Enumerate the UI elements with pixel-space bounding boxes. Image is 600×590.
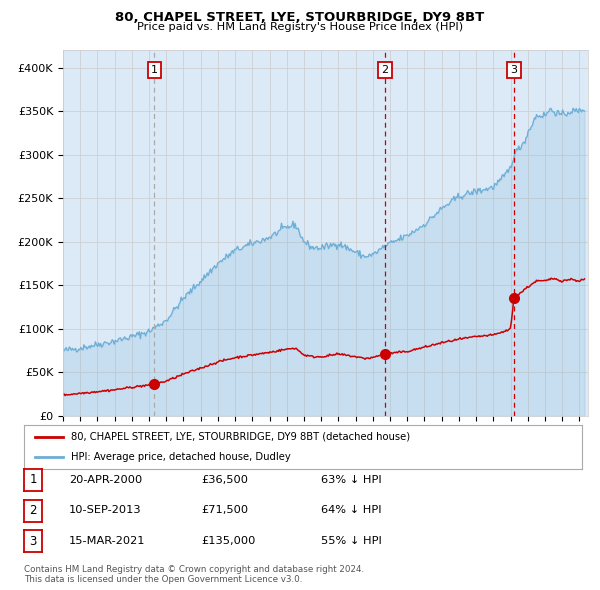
Text: £71,500: £71,500	[201, 506, 248, 515]
Text: £36,500: £36,500	[201, 475, 248, 484]
Text: 63% ↓ HPI: 63% ↓ HPI	[321, 475, 382, 484]
Text: 64% ↓ HPI: 64% ↓ HPI	[321, 506, 382, 515]
Text: 20-APR-2000: 20-APR-2000	[69, 475, 142, 484]
Text: 1: 1	[29, 473, 37, 487]
Text: 1: 1	[151, 65, 158, 76]
Text: Price paid vs. HM Land Registry's House Price Index (HPI): Price paid vs. HM Land Registry's House …	[137, 22, 463, 32]
Text: 3: 3	[29, 535, 37, 548]
Text: 80, CHAPEL STREET, LYE, STOURBRIDGE, DY9 8BT (detached house): 80, CHAPEL STREET, LYE, STOURBRIDGE, DY9…	[71, 432, 410, 442]
Text: Contains HM Land Registry data © Crown copyright and database right 2024.
This d: Contains HM Land Registry data © Crown c…	[24, 565, 364, 584]
Text: 2: 2	[382, 65, 388, 76]
Text: 2: 2	[29, 504, 37, 517]
Text: 80, CHAPEL STREET, LYE, STOURBRIDGE, DY9 8BT: 80, CHAPEL STREET, LYE, STOURBRIDGE, DY9…	[115, 11, 485, 24]
Text: 3: 3	[511, 65, 517, 76]
Text: 55% ↓ HPI: 55% ↓ HPI	[321, 536, 382, 546]
Text: HPI: Average price, detached house, Dudley: HPI: Average price, detached house, Dudl…	[71, 452, 291, 462]
Text: 15-MAR-2021: 15-MAR-2021	[69, 536, 146, 546]
Text: £135,000: £135,000	[201, 536, 256, 546]
Text: 10-SEP-2013: 10-SEP-2013	[69, 506, 142, 515]
